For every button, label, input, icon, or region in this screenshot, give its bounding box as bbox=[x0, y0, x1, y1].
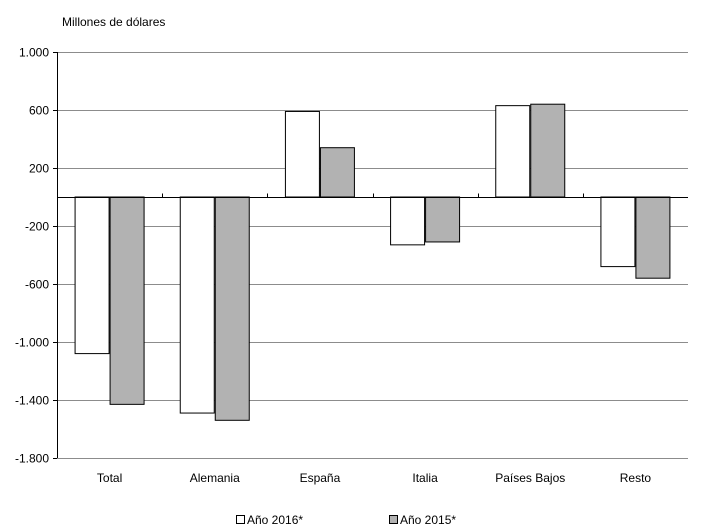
bar bbox=[390, 196, 426, 246]
x-tick-label: España bbox=[300, 471, 341, 485]
bar bbox=[530, 103, 566, 198]
bars bbox=[74, 103, 671, 421]
y-tick-label: -1.800 bbox=[15, 452, 49, 466]
x-tick-label: Resto bbox=[620, 471, 652, 485]
x-axis: Total Alemania España Italia Países Bajos Res… bbox=[57, 193, 688, 485]
x-tick-label: Italia bbox=[412, 471, 438, 485]
legend-label: Año 2015* bbox=[400, 513, 456, 527]
bar bbox=[425, 196, 461, 243]
y-axis: 1.000 600 200 -200 -600 -1.000 -1.400 -1.800 bbox=[15, 46, 58, 466]
y-tick-label: 200 bbox=[29, 162, 49, 176]
bar bbox=[495, 105, 531, 198]
bar bbox=[600, 196, 636, 268]
bar bbox=[319, 147, 355, 198]
x-tick-label: Países Bajos bbox=[495, 471, 565, 485]
y-tick-label: -200 bbox=[25, 220, 49, 234]
x-tick-label: Total bbox=[97, 471, 122, 485]
legend-label: Año 2016* bbox=[247, 513, 303, 527]
bar bbox=[74, 196, 110, 355]
y-tick-label: 600 bbox=[29, 104, 49, 118]
legend-swatch bbox=[389, 515, 398, 524]
x-tick-label: Alemania bbox=[190, 471, 240, 485]
gridlines bbox=[57, 52, 688, 459]
bar bbox=[179, 196, 215, 414]
y-tick-label: -600 bbox=[25, 278, 49, 292]
legend: Año 2016* Año 2015* bbox=[236, 513, 456, 527]
unit-label: Millones de dólares bbox=[62, 15, 165, 29]
y-tick-label: -1.000 bbox=[15, 336, 49, 350]
bar bbox=[284, 110, 320, 198]
bar bbox=[109, 196, 145, 405]
bar bbox=[214, 196, 250, 421]
bar bbox=[635, 196, 671, 279]
y-tick-label: -1.400 bbox=[15, 394, 49, 408]
legend-swatch bbox=[236, 515, 245, 524]
y-tick-label: 1.000 bbox=[19, 46, 49, 60]
